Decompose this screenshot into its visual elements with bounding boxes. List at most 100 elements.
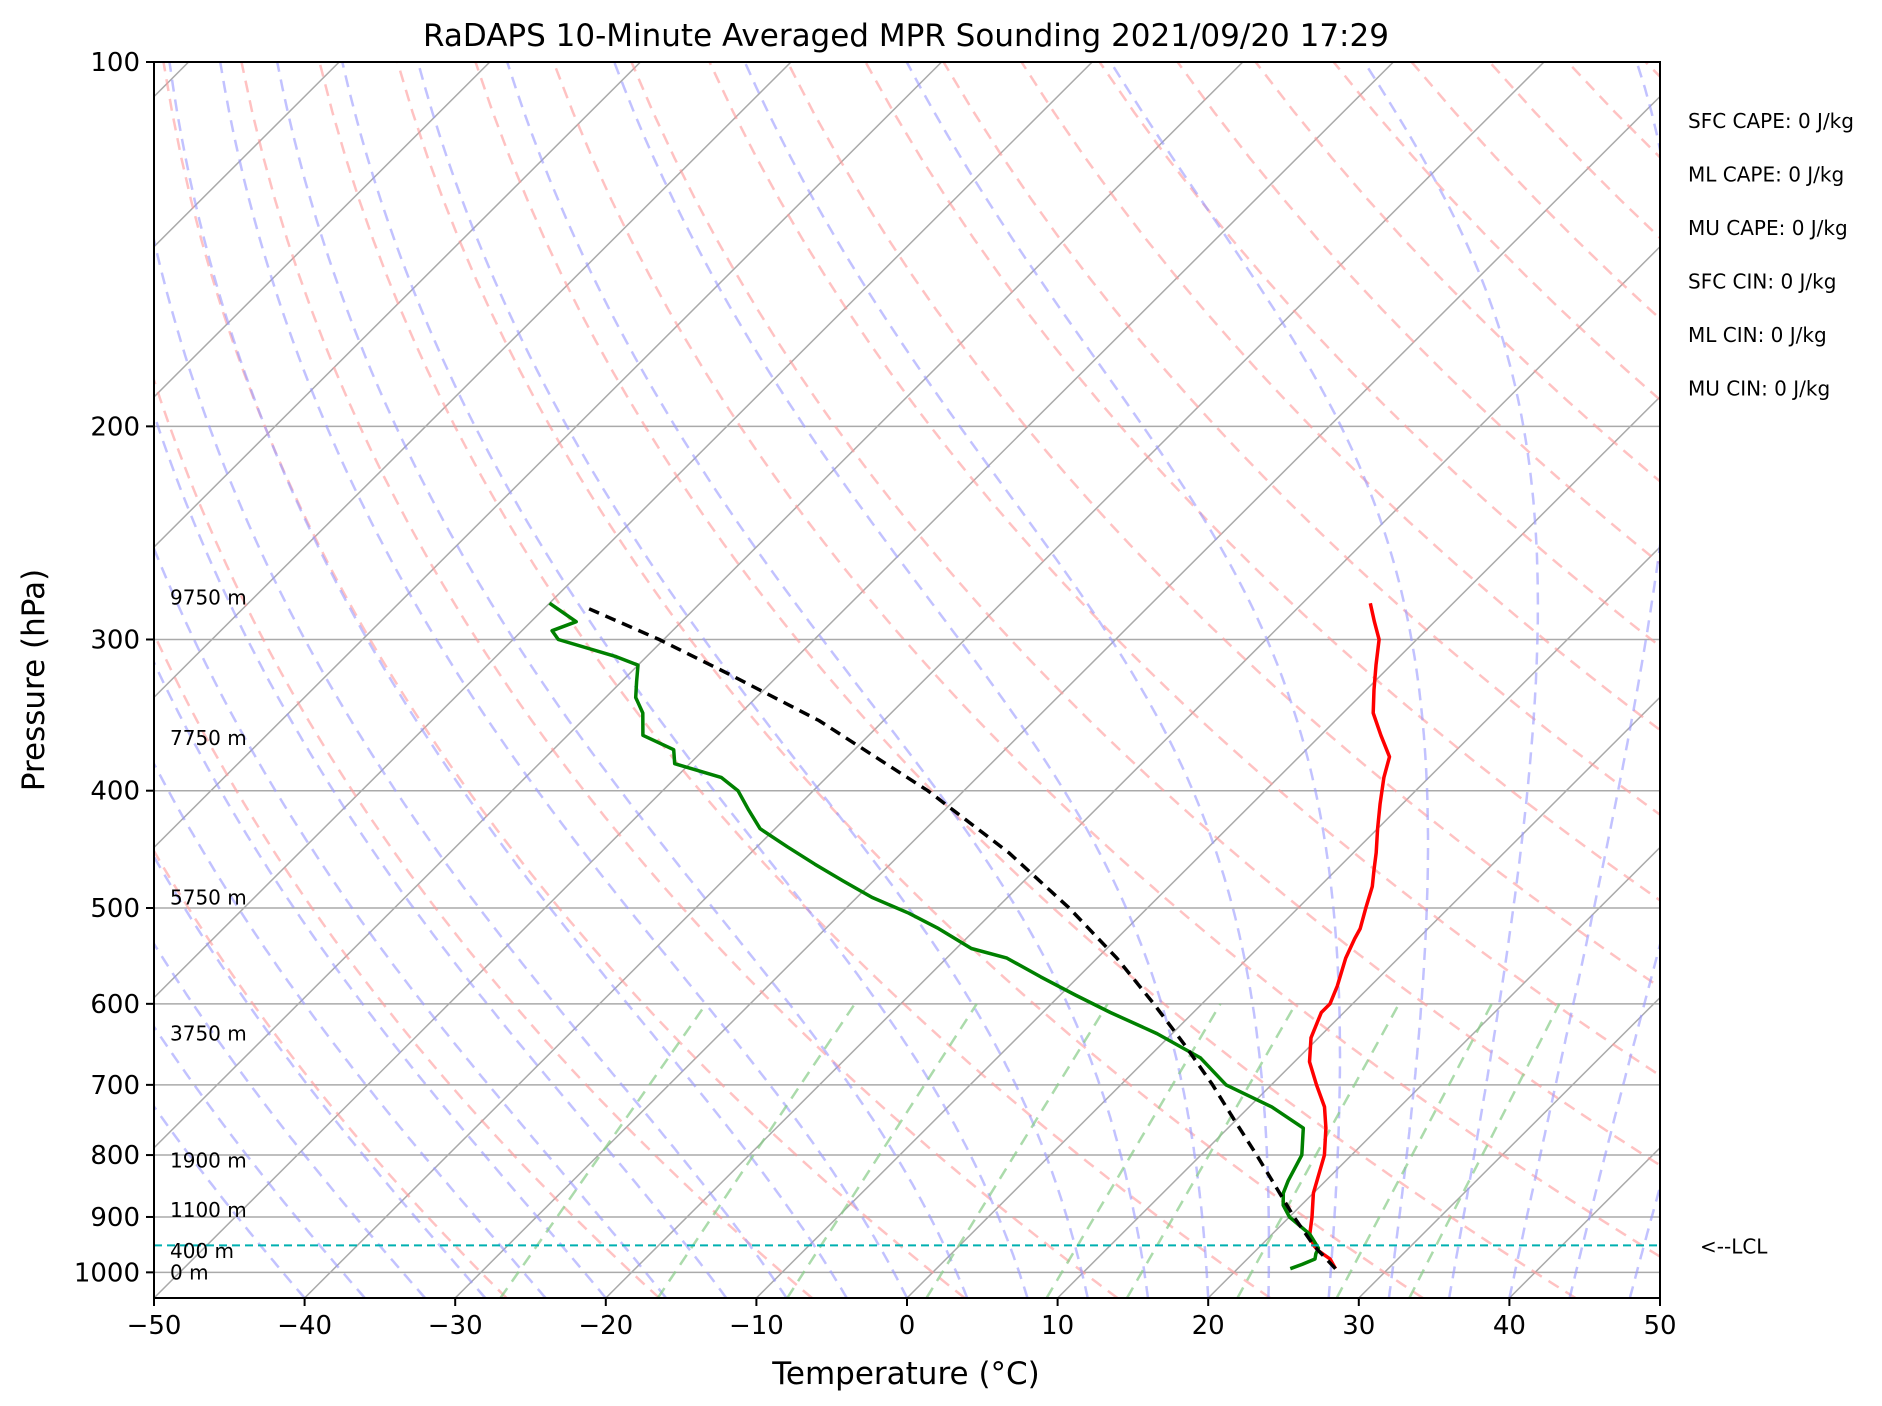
isotherm-line <box>1659 1296 1660 1298</box>
moist-adiabat <box>154 545 667 1298</box>
isotherm-line <box>304 62 1545 1298</box>
moist-adiabat <box>154 659 607 1298</box>
height-label: 7750 m <box>170 726 247 750</box>
moist-adiabat <box>1363 62 1540 1298</box>
y-tick-label: 300 <box>90 625 140 655</box>
isotherm-line <box>154 62 943 849</box>
dry-adiabat <box>240 62 1119 1298</box>
dry-adiabat <box>154 631 661 1298</box>
height-label: 1100 m <box>170 1198 247 1222</box>
moist-adiabat <box>1508 62 1660 1298</box>
dry-adiabat <box>1332 62 1660 402</box>
lcl-label: <--LCL <box>1700 1234 1768 1258</box>
dry-adiabat <box>864 62 1660 902</box>
mixing-ratio-line <box>925 1003 1109 1298</box>
index-annotation: ML CIN: 0 J/kg <box>1688 323 1827 347</box>
mixing-ratio-line <box>656 1003 856 1298</box>
height-label: 1900 m <box>170 1148 247 1172</box>
height-label: 3750 m <box>170 1022 247 1046</box>
y-tick-label: 100 <box>90 48 140 78</box>
dry-adiabat <box>1644 62 1660 79</box>
mixing-ratio-line <box>786 1003 978 1298</box>
mixing-ratio-line <box>1125 1003 1297 1298</box>
x-axis: −50 −40 −30 −20 −10 0 10 20 30 40 50 <box>127 1298 1677 1341</box>
isotherm-line <box>154 62 491 398</box>
x-tick-label: 20 <box>1192 1311 1225 1341</box>
y-axis-label: Pressure (hPa) <box>16 569 52 791</box>
dry-adiabat <box>162 62 966 1298</box>
temperature-profile <box>1307 602 1392 1270</box>
chart-title: RaDAPS 10-Minute Averaged MPR Sounding 2… <box>423 18 1389 54</box>
moist-adiabat <box>905 62 1342 1298</box>
index-annotations: SFC CAPE: 0 J/kg ML CAPE: 0 J/kg MU CAPE: … <box>1688 109 1854 401</box>
x-tick-label: 40 <box>1493 1311 1526 1341</box>
dry-adiabat <box>1098 62 1660 648</box>
dry-adiabat <box>396 62 1424 1298</box>
mixing-ratio-line <box>1236 1003 1401 1298</box>
index-annotation: MU CAPE: 0 J/kg <box>1688 216 1848 240</box>
moist-adiabat <box>154 761 547 1298</box>
dry-adiabat <box>942 62 1660 817</box>
moist-adiabat <box>154 941 427 1298</box>
y-tick-label: 600 <box>90 990 140 1020</box>
height-label: 400 m <box>170 1239 234 1263</box>
dry-adiabat <box>318 62 1271 1298</box>
dewpoint-profile <box>548 601 1321 1271</box>
dry-adiabat <box>1254 62 1660 483</box>
moist-adiabat <box>1628 1182 1660 1298</box>
height-label: 5750 m <box>170 885 247 909</box>
dry-adiabat <box>708 62 1660 1078</box>
moist-adiabat <box>416 62 1089 1298</box>
moist-adiabat <box>506 62 1150 1298</box>
y-tick-label: 800 <box>90 1141 140 1171</box>
x-tick-label: −50 <box>127 1311 182 1341</box>
index-annotation: SFC CAPE: 0 J/kg <box>1688 109 1854 133</box>
lcl-layer: <--LCL <box>154 1234 1768 1258</box>
dry-adiabat <box>1020 62 1660 732</box>
y-tick-label: 500 <box>90 894 140 924</box>
dry-adiabat <box>630 62 1660 1167</box>
moist-adiabat <box>168 62 848 1298</box>
moist-adiabat <box>743 62 1271 1298</box>
mixing-ratio-line <box>1408 1003 1561 1298</box>
isotherm-line <box>454 95 1660 1298</box>
moist-adiabat <box>154 410 728 1298</box>
x-tick-label: −20 <box>578 1311 633 1341</box>
isotherm-line <box>1358 996 1660 1298</box>
moist-adiabat <box>1109 62 1430 1298</box>
dry-adiabat <box>786 62 1660 989</box>
moist-adiabat <box>613 62 1210 1298</box>
x-tick-label: 30 <box>1342 1311 1375 1341</box>
isotherm-line <box>154 62 1244 1149</box>
moist-adiabat <box>154 1024 366 1298</box>
data-series <box>548 601 1392 1271</box>
moist-adiabat <box>154 1104 306 1298</box>
isotherm-line <box>605 245 1660 1298</box>
height-label: 0 m <box>170 1260 209 1284</box>
x-tick-label: 0 <box>899 1311 916 1341</box>
y-axis: 1000 900 800 700 600 500 400 300 200 100 <box>74 48 154 1288</box>
dry-adiabat <box>154 848 508 1298</box>
isotherm-line <box>154 62 1093 999</box>
x-tick-label: 50 <box>1643 1311 1676 1341</box>
x-tick-label: −40 <box>277 1311 332 1341</box>
index-annotation: MU CIN: 0 J/kg <box>1688 377 1830 401</box>
isotherm-line <box>1057 696 1660 1298</box>
height-label: 9750 m <box>170 586 247 610</box>
x-axis-label: Temperature (°C) <box>771 1356 1040 1392</box>
moist-adiabat <box>1568 939 1660 1298</box>
x-tick-label: −30 <box>428 1311 483 1341</box>
background-lines <box>154 62 1882 1298</box>
parcel-profile <box>588 607 1337 1270</box>
moist-adiabat <box>218 62 909 1298</box>
y-tick-label: 1000 <box>74 1258 140 1288</box>
x-tick-label: −10 <box>729 1311 784 1341</box>
isotherm-line <box>154 62 1394 1298</box>
y-tick-label: 900 <box>90 1203 140 1233</box>
dry-adiabat <box>1724 62 1882 1298</box>
index-annotation: ML CAPE: 0 J/kg <box>1688 163 1844 187</box>
y-tick-label: 400 <box>90 777 140 807</box>
y-tick-label: 700 <box>90 1071 140 1101</box>
x-tick-label: 10 <box>1041 1311 1074 1341</box>
